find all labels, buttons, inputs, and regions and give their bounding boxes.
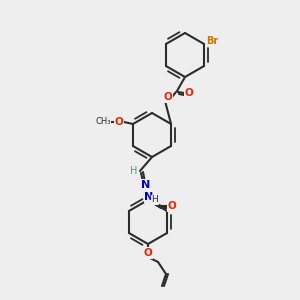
Text: N: N	[141, 180, 151, 190]
Text: CH₃: CH₃	[95, 118, 111, 127]
Text: Br: Br	[206, 36, 218, 46]
Text: O: O	[144, 248, 152, 258]
Text: O: O	[115, 117, 123, 127]
Text: O: O	[184, 88, 194, 98]
Text: H: H	[130, 166, 138, 176]
Text: O: O	[168, 201, 176, 211]
Text: H: H	[152, 196, 158, 205]
Text: N: N	[144, 192, 154, 202]
Text: O: O	[164, 92, 172, 102]
